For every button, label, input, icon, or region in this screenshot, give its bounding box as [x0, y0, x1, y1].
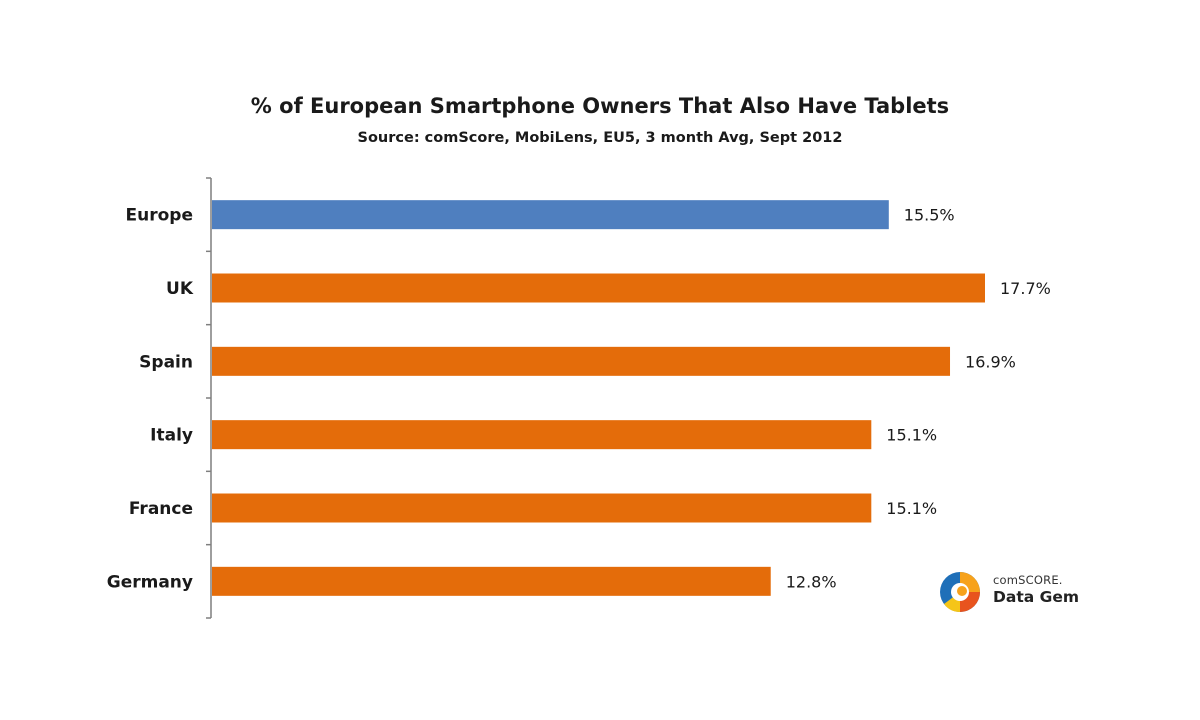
label-layer: Europe 15.5% UK 17.7% Spain 16.9% Italy 15.1% Fr… — [107, 206, 1051, 593]
data-label-uk: 17.7% — [1000, 279, 1051, 298]
bar-france — [212, 493, 872, 523]
category-label-spain: Spain — [139, 352, 193, 372]
category-label-europe: Europe — [126, 206, 193, 226]
data-label-spain: 16.9% — [965, 352, 1016, 371]
category-label-uk: UK — [166, 279, 194, 299]
bar-uk — [212, 273, 985, 303]
category-label-germany: Germany — [107, 572, 193, 592]
category-label-italy: Italy — [150, 426, 193, 446]
bar-spain — [212, 346, 951, 376]
bar-europe — [212, 200, 889, 230]
bar-italy — [212, 420, 872, 450]
logo-brand-text: comSCORE. — [993, 573, 1063, 587]
data-label-europe: 15.5% — [904, 206, 955, 225]
bar-germany — [212, 566, 771, 596]
data-label-italy: 15.1% — [886, 426, 937, 445]
comscore-sphere-icon — [940, 572, 980, 612]
data-label-france: 15.1% — [886, 499, 937, 518]
data-label-germany: 12.8% — [786, 572, 837, 591]
logo-product-text: Data Gem — [993, 588, 1079, 606]
chart-subtitle: Source: comScore, MobiLens, EU5, 3 month… — [357, 130, 843, 146]
bar-series — [212, 200, 985, 596]
category-axis — [206, 177, 212, 619]
comscore-logo: comSCORE. Data Gem — [938, 570, 1098, 614]
chart-title: % of European Smartphone Owners That Als… — [250, 94, 950, 118]
category-label-france: France — [129, 499, 193, 519]
